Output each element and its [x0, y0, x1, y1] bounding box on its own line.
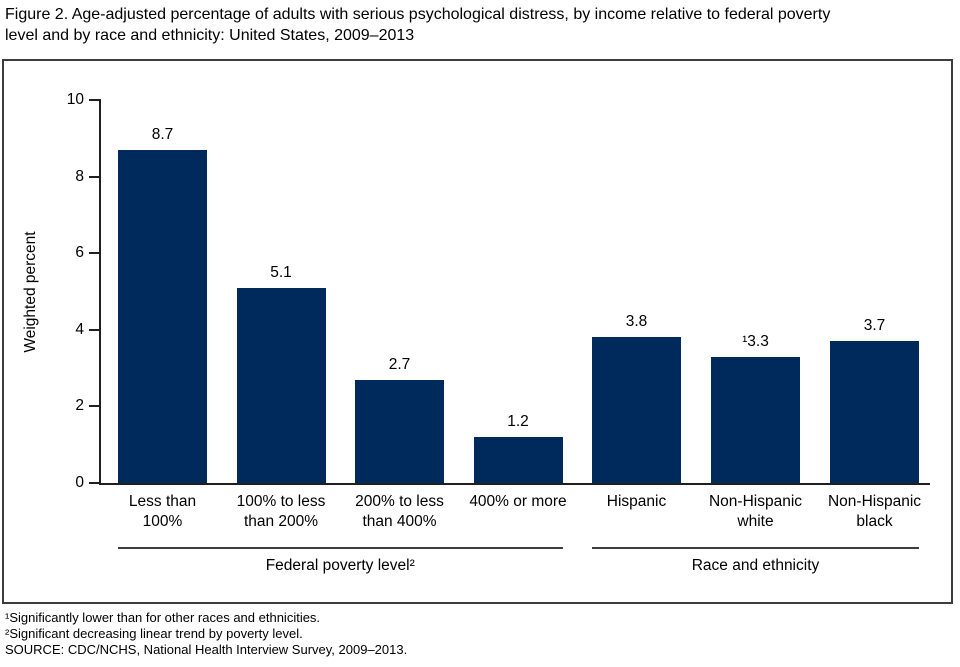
footnote-source: SOURCE: CDC/NCHS, National Health Interv…: [5, 641, 408, 657]
chart-frame: [2, 59, 953, 604]
y-axis-label: Weighted percent: [22, 231, 39, 353]
figure-title-line-1: Figure 2. Age-adjusted percentage of adu…: [5, 6, 831, 23]
figure-title-line-2: level and by race and ethnicity: United …: [5, 27, 415, 44]
footnote-2: ²Significant decreasing linear trend by …: [5, 625, 303, 641]
figure-title: Figure 2. Age-adjusted percentage of adu…: [5, 4, 955, 46]
footnote-1: ¹Significantly lower than for other race…: [5, 610, 321, 625]
footnotes: ¹Significantly lower than for other race…: [5, 610, 945, 657]
